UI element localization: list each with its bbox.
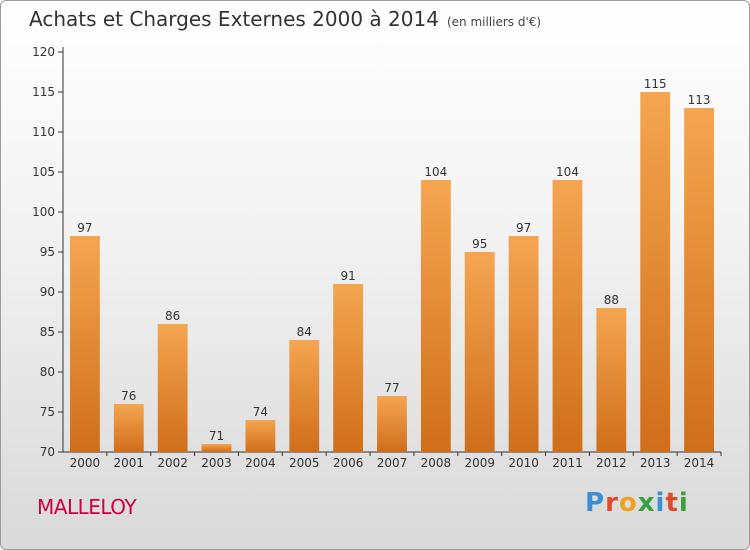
data-label-2008: 104 (424, 165, 447, 179)
data-label-2014: 113 (688, 93, 711, 107)
x-tick-label-2005: 2005 (289, 456, 320, 470)
x-tick-label-2012: 2012 (596, 456, 627, 470)
x-tick-label-2013: 2013 (640, 456, 671, 470)
bar-2002 (157, 324, 188, 452)
data-label-2001: 76 (121, 389, 136, 403)
data-label-2013: 115 (644, 77, 667, 91)
data-label-2007: 77 (384, 381, 399, 395)
y-tick-label: 95 (40, 245, 55, 259)
x-tick-label-2014: 2014 (684, 456, 715, 470)
data-label-2004: 74 (253, 405, 268, 419)
logo-letter: P (585, 488, 606, 518)
y-tick-label: 115 (32, 85, 55, 99)
data-labels: 97 76 86 71 74 84 91 77 104 95 97 104 88 115 113 (77, 77, 710, 443)
bar-2006 (333, 284, 364, 452)
data-label-2002: 86 (165, 309, 180, 323)
x-tick-label-2008: 2008 (421, 456, 452, 470)
bar-2000 (70, 236, 100, 452)
bar-2003 (201, 444, 232, 452)
x-tick-label-2006: 2006 (333, 456, 364, 470)
chart-unit: (en milliers d'€) (446, 15, 542, 29)
chart-title: Achats et Charges Externes 2000 à 2014 (e… (29, 7, 541, 31)
x-tick-label-2007: 2007 (377, 456, 408, 470)
data-label-2006: 91 (340, 269, 355, 283)
logo-letter: x (637, 488, 656, 518)
data-label-2012: 88 (604, 293, 619, 307)
logo-letter: t (665, 488, 679, 518)
data-label-2011: 104 (556, 165, 579, 179)
x-tick-label-2009: 2009 (464, 456, 495, 470)
chart-title-text: Achats et Charges Externes 2000 à 2014 (29, 7, 439, 31)
y-tick-label: 90 (40, 285, 55, 299)
bar-2007 (377, 396, 407, 452)
bar-2001 (113, 404, 144, 452)
bar-2004 (245, 420, 276, 452)
y-tick-label: 85 (40, 325, 55, 339)
y-tick-label: 70 (40, 445, 55, 459)
y-tick-label: 75 (40, 405, 55, 419)
logo-letter: r (605, 488, 619, 518)
logo-letter: i (655, 488, 666, 518)
x-tick-label-2011: 2011 (552, 456, 583, 470)
bar-2010 (508, 236, 539, 452)
logo-letter: i (678, 488, 689, 518)
data-label-2003: 71 (209, 429, 224, 443)
bar-2009 (464, 252, 495, 452)
x-tick-label-2010: 2010 (508, 456, 539, 470)
y-tick-label: 105 (32, 165, 55, 179)
data-label-2000: 97 (77, 221, 92, 235)
bar-2008 (420, 180, 451, 452)
x-tick-label-2004: 2004 (245, 456, 276, 470)
logo-letter: o (618, 488, 638, 518)
bars (70, 92, 714, 452)
data-label-2005: 84 (297, 325, 312, 339)
data-label-2010: 97 (516, 221, 531, 235)
y-tick-label: 80 (40, 365, 55, 379)
y-tick-label: 100 (32, 205, 55, 219)
bar-2011 (552, 180, 583, 452)
place-name: MALLELOY (37, 495, 137, 519)
bar-2013 (640, 92, 671, 452)
bar-2005 (289, 340, 320, 452)
axes: 70 75 80 85 90 95 100 105 110 115 120 2000 2001 2002 2… (32, 45, 722, 470)
x-tick-label-2002: 2002 (157, 456, 188, 470)
y-tick-label: 120 (32, 45, 55, 59)
data-label-2009: 95 (472, 237, 487, 251)
x-tick-label-2000: 2000 (70, 456, 101, 470)
proxiti-logo: Proxiti (585, 488, 689, 518)
bar-2014 (684, 108, 714, 452)
x-tick-label-2003: 2003 (201, 456, 232, 470)
bar-2012 (596, 308, 627, 452)
y-tick-label: 110 (32, 125, 55, 139)
x-tick-label-2001: 2001 (114, 456, 145, 470)
